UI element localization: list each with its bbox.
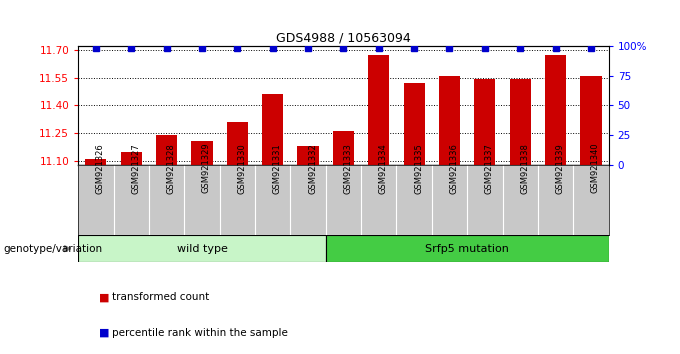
Text: ■: ■	[99, 292, 109, 302]
Bar	[156, 135, 177, 165]
Bar	[85, 159, 107, 165]
Text: GSM921329: GSM921329	[202, 143, 211, 194]
Bar	[580, 76, 602, 165]
Bar	[120, 152, 142, 165]
Text: wild type: wild type	[177, 244, 227, 254]
Text: GSM921338: GSM921338	[520, 143, 529, 194]
Bar	[191, 141, 213, 165]
Bar	[545, 55, 566, 165]
Text: GSM921335: GSM921335	[414, 143, 423, 194]
Bar	[78, 235, 326, 262]
Text: percentile rank within the sample: percentile rank within the sample	[112, 328, 288, 338]
Title: GDS4988 / 10563094: GDS4988 / 10563094	[276, 32, 411, 45]
Text: GSM921334: GSM921334	[379, 143, 388, 194]
Bar	[226, 122, 248, 165]
Bar	[403, 83, 425, 165]
Text: GSM921326: GSM921326	[96, 143, 105, 194]
Bar	[368, 55, 390, 165]
Text: genotype/variation: genotype/variation	[3, 244, 103, 254]
Text: GSM921337: GSM921337	[485, 143, 494, 194]
Text: GSM921327: GSM921327	[131, 143, 140, 194]
Bar	[439, 76, 460, 165]
Text: GSM921330: GSM921330	[237, 143, 246, 194]
Text: GSM921339: GSM921339	[556, 143, 564, 194]
Text: GSM921336: GSM921336	[449, 143, 458, 194]
Text: GSM921331: GSM921331	[273, 143, 282, 194]
Text: ■: ■	[99, 328, 109, 338]
Text: GSM921328: GSM921328	[167, 143, 175, 194]
Text: GSM921340: GSM921340	[591, 143, 600, 194]
Text: Srfp5 mutation: Srfp5 mutation	[425, 244, 509, 254]
Bar	[474, 79, 496, 165]
Bar	[297, 146, 319, 165]
Bar	[326, 235, 609, 262]
Text: GSM921332: GSM921332	[308, 143, 317, 194]
Bar	[333, 131, 354, 165]
Bar	[262, 94, 284, 165]
Bar	[509, 79, 531, 165]
Text: GSM921333: GSM921333	[343, 143, 352, 194]
Text: transformed count: transformed count	[112, 292, 209, 302]
